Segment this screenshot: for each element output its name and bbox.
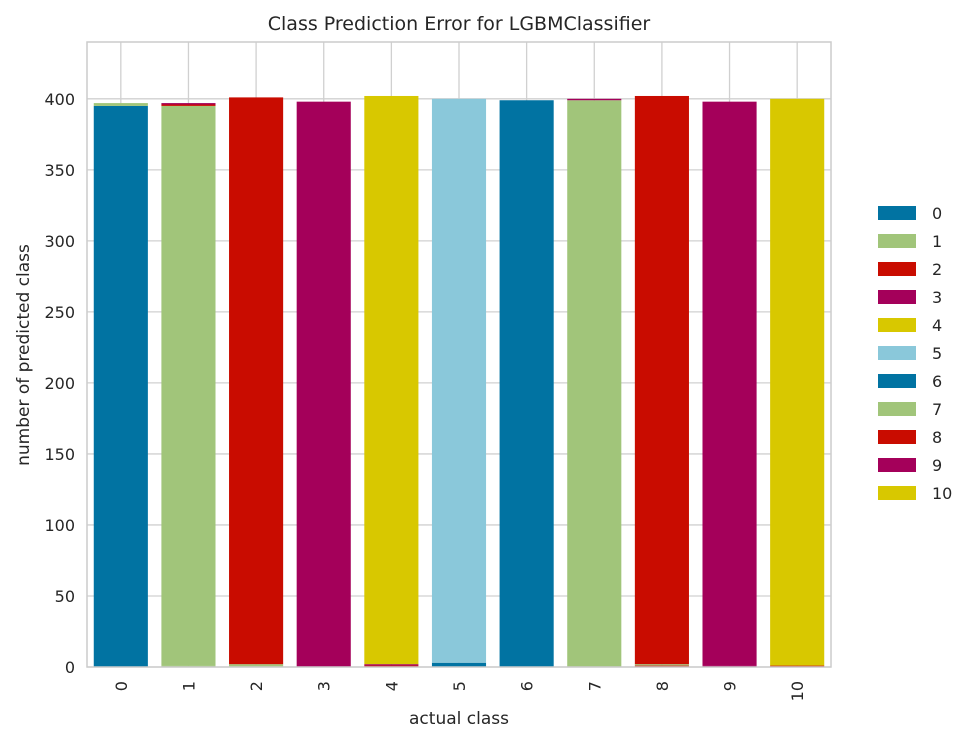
bar-segment [634, 664, 689, 666]
legend-swatch [878, 262, 916, 276]
y-tick-label: 300 [44, 232, 75, 251]
bar-segment [161, 104, 216, 106]
x-tick-label: 7 [585, 681, 604, 691]
plot-border [86, 41, 832, 668]
y-tick-label: 100 [44, 516, 75, 535]
bar-segment [567, 98, 622, 101]
x-axis-label: actual class [409, 709, 509, 729]
x-tick-label: 1 [179, 681, 198, 691]
x-tick-label: 5 [450, 681, 469, 691]
x-tick-label: 9 [721, 681, 740, 691]
legend-swatch [878, 206, 916, 220]
y-tick-label: 150 [44, 445, 75, 464]
x-tick-label: 4 [382, 681, 401, 691]
legend-swatch [878, 374, 916, 388]
bar-segment [431, 662, 487, 667]
x-tick-label: 3 [315, 681, 334, 691]
legend-label: 5 [932, 344, 942, 363]
legend-label: 2 [932, 260, 942, 279]
bars [93, 95, 825, 668]
x-tick-label: 8 [653, 681, 672, 691]
y-tick-label: 0 [65, 658, 75, 677]
bar-segment [229, 664, 284, 667]
x-tick-label: 10 [788, 681, 807, 701]
y-tick-label: 50 [55, 587, 75, 606]
bar-segment [499, 100, 554, 667]
legend-label: 8 [932, 428, 942, 447]
y-axis-label: number of predicted class [14, 244, 34, 466]
legend-label: 6 [932, 372, 942, 391]
x-tick-label: 2 [247, 681, 266, 691]
legend-swatch [878, 346, 916, 360]
y-tick-label: 200 [44, 374, 75, 393]
legend-swatch [878, 234, 916, 248]
bar-segment [229, 97, 284, 665]
bar-segment [431, 98, 487, 663]
legend-swatch [878, 458, 916, 472]
bar-segment [161, 105, 216, 666]
plot-frame [86, 41, 832, 668]
chart-title: Class Prediction Error for LGBMClassifie… [268, 13, 651, 35]
bar-segment [93, 105, 148, 667]
legend-swatch [878, 430, 916, 444]
legend-swatch [878, 402, 916, 416]
bar-segment [364, 95, 419, 665]
legend-swatch [878, 290, 916, 304]
bar-segment [296, 101, 351, 668]
y-tick-label: 400 [44, 90, 75, 109]
legend-label: 7 [932, 400, 942, 419]
legend-label: 0 [932, 204, 942, 223]
legend-label: 9 [932, 456, 942, 475]
x-tick-label: 0 [112, 681, 131, 691]
y-tick-label: 250 [44, 303, 75, 322]
x-tick-label: 6 [518, 681, 537, 691]
legend-label: 10 [932, 484, 952, 503]
y-tick-label: 350 [44, 161, 75, 180]
legend-label: 1 [932, 232, 942, 251]
y-axis-ticks: 0 50 100 150 200 250 300 350 400 [44, 90, 75, 677]
bar-segment [634, 95, 689, 665]
legend-label: 3 [932, 288, 942, 307]
bar-segment [702, 101, 757, 666]
bar-segment [161, 103, 216, 105]
x-axis-ticks: 0 1 2 3 4 5 6 7 8 9 10 [112, 681, 807, 701]
bar-segment [364, 664, 419, 666]
legend-label: 4 [932, 316, 942, 335]
bar-segment [93, 103, 148, 106]
legend-swatch [878, 486, 916, 500]
legend: 0 1 2 3 4 5 6 7 8 9 10 [878, 204, 952, 503]
bar-segment [567, 100, 622, 667]
bar-segment [770, 98, 825, 666]
legend-swatch [878, 318, 916, 332]
